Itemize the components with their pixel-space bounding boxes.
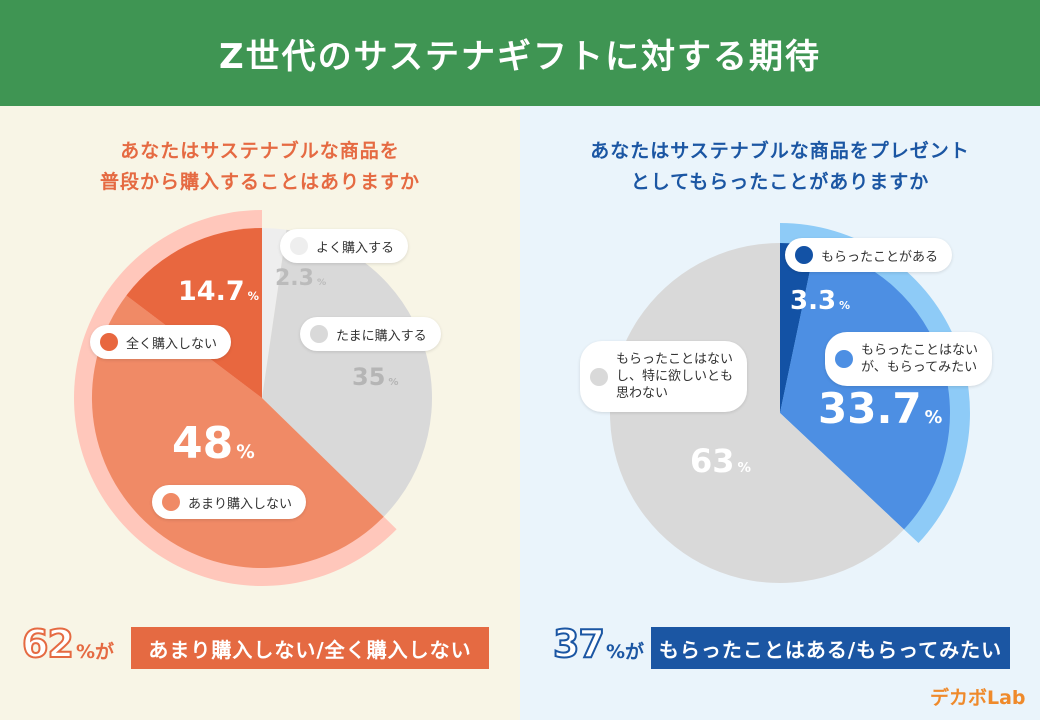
value-sometimes-buy-unit: % xyxy=(388,377,399,388)
legend-rarely-buy-swatch xyxy=(162,493,180,511)
value-rarely-buy-unit: % xyxy=(236,442,255,463)
value-often-buy: 2.3% xyxy=(275,266,326,291)
left-summary-banner: あまり購入しない/全く購入しない xyxy=(131,627,489,669)
legend-not-wanted-line1: もらったことはない xyxy=(616,352,734,367)
right-summary-banner: もらったことはある/もらってみたい xyxy=(651,627,1010,669)
left-question-line1: あなたはサステナブルな商品を xyxy=(120,140,400,162)
value-not-wanted-number: 63 xyxy=(690,442,735,480)
value-want-to-receive: 33.7% xyxy=(818,384,942,433)
legend-not-wanted-label: もらったことはない し、特に欲しいとも 思わない xyxy=(616,351,733,402)
legend-rarely-buy-label: あまり購入しない xyxy=(188,496,293,512)
value-received-unit: % xyxy=(839,299,850,312)
value-often-buy-unit: % xyxy=(316,277,327,288)
legend-rarely-buy: あまり購入しない xyxy=(152,485,307,519)
legend-received: もらったことがある xyxy=(785,238,953,272)
right-question-line1: あなたはサステナブルな商品をプレゼント xyxy=(590,140,970,162)
legend-received-swatch xyxy=(795,246,813,264)
legend-not-wanted-line3: 思わない xyxy=(616,386,669,401)
value-never-buy-number: 14.7 xyxy=(178,276,245,307)
value-sometimes-buy-number: 35 xyxy=(352,363,386,391)
legend-want-to-receive-label: もらったことはない が、もらってみたい xyxy=(861,342,978,376)
value-not-wanted-unit: % xyxy=(737,461,751,476)
legend-sometimes-buy-swatch xyxy=(310,325,328,343)
left-summary-suffix: %が xyxy=(76,641,115,663)
slice-not-wanted xyxy=(609,243,904,583)
value-rarely-buy: 48% xyxy=(172,418,255,469)
left-question: あなたはサステナブルな商品を 普段から購入することはありますか xyxy=(0,136,520,198)
right-question: あなたはサステナブルな商品をプレゼント としてもらったことがありますか xyxy=(520,136,1040,198)
value-never-buy: 14.7% xyxy=(178,276,259,307)
left-question-line2: 普段から購入することはありますか xyxy=(99,171,420,193)
left-summary-value: 62 xyxy=(21,621,75,667)
legend-never-buy-label: 全く購入しない xyxy=(126,336,218,352)
legend-never-buy: 全く購入しない xyxy=(90,325,232,359)
slice-want-to-receive xyxy=(780,246,950,530)
value-want-to-receive-unit: % xyxy=(924,408,943,428)
slice-often-buy xyxy=(262,228,287,398)
value-rarely-buy-number: 48 xyxy=(172,418,234,469)
right-summary-value: 37 xyxy=(552,621,606,667)
legend-often-buy-swatch xyxy=(290,237,308,255)
header-bar: Z世代のサステナギフトに対する期待 xyxy=(0,0,1040,106)
legend-often-buy: よく購入する xyxy=(280,229,409,263)
right-question-line2: としてもらったことがありますか xyxy=(630,171,930,193)
value-sometimes-buy: 35% xyxy=(352,363,399,391)
value-received: 3.3% xyxy=(790,286,850,316)
legend-received-label: もらったことがある xyxy=(821,249,939,265)
slice-sometimes-buy xyxy=(262,229,433,517)
legend-want-to-receive-line1: もらったことはない xyxy=(861,343,979,358)
value-often-buy-number: 2.3 xyxy=(275,266,314,291)
value-received-number: 3.3 xyxy=(790,286,837,316)
legend-not-wanted-line2: し、特に欲しいとも xyxy=(616,369,734,384)
value-never-buy-unit: % xyxy=(247,289,259,303)
slice-received xyxy=(780,243,815,413)
slice-never-buy xyxy=(126,228,263,398)
value-want-to-receive-number: 33.7 xyxy=(818,384,922,433)
legend-not-wanted-swatch xyxy=(590,367,608,386)
legend-often-buy-label: よく購入する xyxy=(316,240,395,256)
legend-want-to-receive-line2: が、もらってみたい xyxy=(861,360,978,375)
brand-logo: デカボLab xyxy=(930,687,1026,709)
legend-not-wanted: もらったことはない し、特に欲しいとも 思わない xyxy=(580,341,748,412)
page-title: Z世代のサステナギフトに対する期待 xyxy=(219,36,821,77)
legend-want-to-receive-swatch xyxy=(835,350,853,368)
legend-sometimes-buy-label: たまに購入する xyxy=(336,328,427,344)
value-not-wanted: 63% xyxy=(690,442,751,480)
right-summary-suffix: %が xyxy=(606,641,645,663)
legend-sometimes-buy: たまに購入する xyxy=(300,317,441,351)
legend-want-to-receive: もらったことはない が、もらってみたい xyxy=(825,332,993,386)
legend-never-buy-swatch xyxy=(100,333,118,351)
